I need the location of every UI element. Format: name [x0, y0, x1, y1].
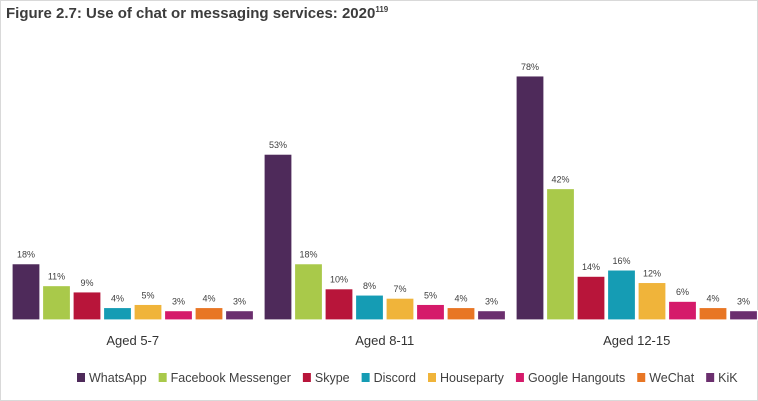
value-label-skype-aged-8-11: 10% [330, 275, 348, 285]
value-label-houseparty-aged-8-11: 7% [393, 284, 406, 294]
legend: WhatsApp Facebook Messenger Skype Discord Ho… [77, 371, 738, 385]
value-label-kik-aged-8-11: 3% [485, 297, 498, 307]
bar-whatsapp-aged-5-7 [11, 263, 41, 321]
value-label-google-hangouts-aged-5-7: 3% [172, 297, 185, 307]
value-label-discord-aged-12-15: 16% [612, 256, 630, 266]
chart-title-text: Figure 2.7: Use of chat or messaging ser… [6, 5, 376, 22]
bars-layer [11, 75, 758, 321]
value-label-whatsapp-aged-12-15: 78% [521, 62, 539, 72]
bar-skype-aged-8-11 [324, 288, 354, 321]
legend-label-facebook-messenger: Facebook Messenger [171, 371, 291, 385]
bar-wechat-aged-12-15 [698, 306, 728, 321]
value-label-discord-aged-5-7: 4% [111, 293, 124, 303]
category-label-aged-8-11: Aged 8-11 [355, 333, 414, 348]
legend-swatch-google-hangouts [515, 373, 524, 382]
value-label-houseparty-aged-5-7: 5% [141, 290, 154, 300]
legend-swatch-kik [706, 373, 715, 382]
category-label-aged-12-15: Aged 12-15 [603, 333, 670, 348]
value-label-wechat-aged-5-7: 4% [202, 293, 215, 303]
legend-swatch-skype [302, 373, 311, 382]
legend-swatch-discord [361, 373, 370, 382]
value-label-google-hangouts-aged-8-11: 5% [424, 290, 437, 300]
bar-facebook-messenger-aged-12-15 [545, 187, 576, 321]
value-label-whatsapp-aged-8-11: 53% [269, 140, 287, 150]
bar-discord-aged-12-15 [606, 269, 637, 321]
value-label-whatsapp-aged-5-7: 18% [17, 250, 35, 260]
value-label-google-hangouts-aged-12-15: 6% [676, 287, 689, 297]
bar-whatsapp-aged-8-11 [263, 153, 293, 321]
legend-label-google-hangouts: Google Hangouts [528, 371, 625, 385]
bar-kik-aged-5-7 [224, 310, 255, 321]
legend-swatch-whatsapp [77, 373, 85, 382]
legend-swatch-facebook-messenger [158, 373, 167, 382]
legend-label-whatsapp: WhatsApp [89, 371, 147, 385]
value-label-facebook-messenger-aged-12-15: 42% [551, 175, 569, 185]
legend-label-skype: Skype [315, 371, 350, 385]
chart-title: Figure 2.7: Use of chat or messaging ser… [6, 5, 388, 22]
bar-wechat-aged-5-7 [194, 306, 224, 321]
bar-houseparty-aged-8-11 [385, 297, 415, 321]
bar-skype-aged-5-7 [72, 291, 102, 321]
legend-label-discord: Discord [374, 371, 416, 385]
bar-houseparty-aged-12-15 [637, 281, 667, 321]
bar-wechat-aged-8-11 [446, 306, 476, 321]
value-label-wechat-aged-8-11: 4% [454, 293, 467, 303]
value-label-kik-aged-12-15: 3% [737, 297, 750, 307]
value-label-skype-aged-12-15: 14% [582, 262, 600, 272]
bar-google-hangouts-aged-8-11 [415, 303, 446, 321]
legend-label-kik: KiK [718, 371, 738, 385]
bar-skype-aged-12-15 [576, 275, 606, 321]
bar-whatsapp-aged-12-15 [515, 75, 545, 321]
value-label-discord-aged-8-11: 8% [363, 281, 376, 291]
value-labels-layer: 18% 11% 9% 4% 5% 3% 4% 3% 53% 18% 10% 8% 7% 5% 4% 3% 78%… [17, 62, 750, 307]
value-label-kik-aged-5-7: 3% [233, 297, 246, 307]
bar-facebook-messenger-aged-5-7 [41, 284, 72, 321]
bar-kik-aged-8-11 [476, 310, 507, 321]
legend-label-houseparty: Houseparty [440, 371, 505, 385]
legend-label-wechat: WeChat [649, 371, 694, 385]
value-label-wechat-aged-12-15: 4% [706, 293, 719, 303]
bar-kik-aged-12-15 [728, 310, 758, 321]
bar-google-hangouts-aged-12-15 [667, 300, 698, 321]
value-label-facebook-messenger-aged-5-7: 11% [48, 272, 65, 282]
legend-swatch-houseparty [428, 373, 436, 382]
bar-google-hangouts-aged-5-7 [163, 310, 194, 321]
bar-discord-aged-5-7 [102, 306, 133, 321]
bar-facebook-messenger-aged-8-11 [293, 263, 324, 321]
value-label-skype-aged-5-7: 9% [80, 278, 93, 288]
legend-swatch-wechat [637, 373, 646, 382]
bar-discord-aged-8-11 [354, 294, 385, 321]
group-labels-layer: Aged 5-7 Aged 8-11 Aged 12-15 [106, 333, 670, 348]
bar-houseparty-aged-5-7 [133, 303, 163, 321]
value-label-houseparty-aged-12-15: 12% [643, 268, 661, 278]
value-label-facebook-messenger-aged-8-11: 18% [299, 250, 317, 260]
category-label-aged-5-7: Aged 5-7 [106, 333, 159, 348]
chart-title-footnote: 119 [375, 5, 389, 14]
